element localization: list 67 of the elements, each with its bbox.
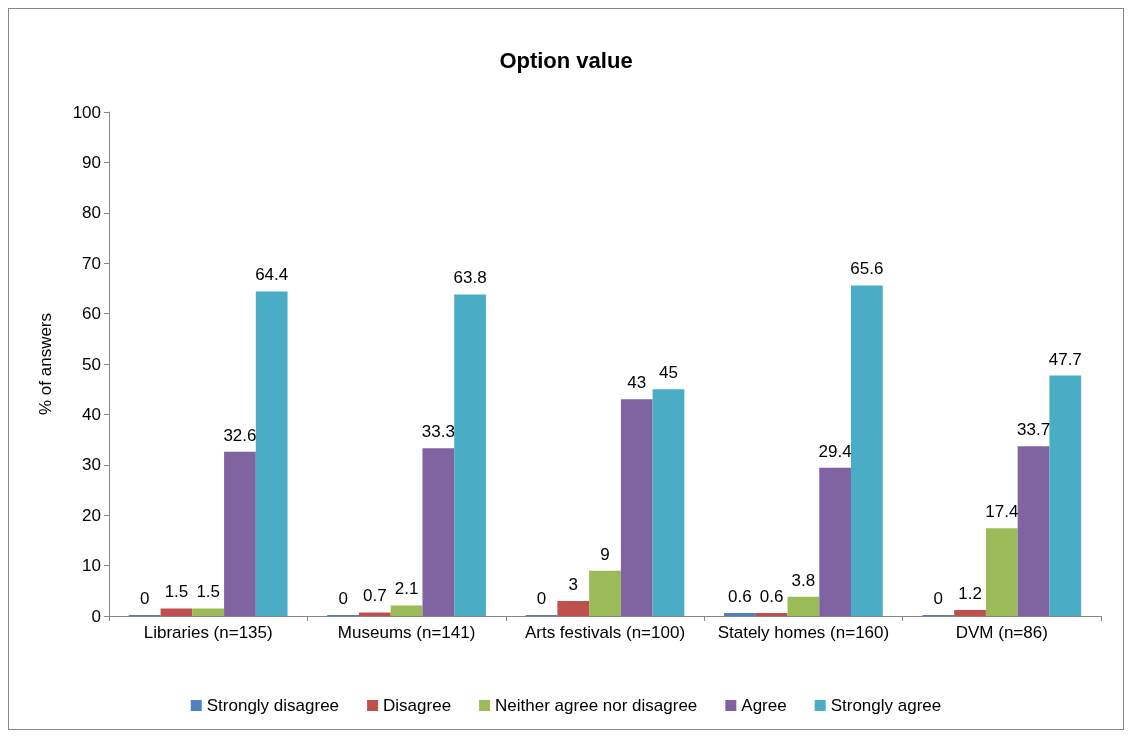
data-label: 63.8 bbox=[453, 268, 487, 288]
data-label: 2.1 bbox=[394, 579, 419, 599]
bar bbox=[652, 389, 685, 616]
bar bbox=[454, 294, 486, 616]
bar bbox=[1049, 375, 1082, 616]
data-label: 1.2 bbox=[958, 583, 982, 603]
data-label: 0 bbox=[139, 589, 150, 608]
data-label: 17.4 bbox=[985, 502, 1019, 522]
y-tick-label: 80 bbox=[82, 203, 101, 223]
data-label: 32.6 bbox=[223, 425, 257, 445]
bar bbox=[787, 596, 820, 616]
bar bbox=[620, 399, 653, 616]
bar bbox=[255, 291, 288, 616]
bar bbox=[422, 448, 455, 616]
legend-label: Strongly disagree bbox=[206, 696, 340, 715]
data-label: 3.8 bbox=[791, 570, 816, 590]
data-label: 1.5 bbox=[164, 582, 189, 602]
bar bbox=[192, 608, 225, 616]
y-tick-label: 10 bbox=[82, 556, 101, 576]
legend-label: Disagree bbox=[383, 696, 452, 715]
data-label: 33.7 bbox=[1017, 420, 1051, 440]
data-label: 64.4 bbox=[255, 265, 289, 285]
bar bbox=[755, 612, 788, 616]
chart-title: Option value bbox=[499, 47, 633, 73]
bar bbox=[358, 612, 391, 616]
x-tick-label: Stately homes (n=160) bbox=[717, 623, 890, 642]
y-tick-label: 30 bbox=[82, 455, 101, 475]
bar bbox=[589, 570, 621, 616]
x-tick-label: Museums (n=141) bbox=[337, 623, 476, 642]
bar bbox=[724, 612, 756, 616]
y-tick-label: 20 bbox=[82, 505, 101, 525]
y-tick-label: 100 bbox=[72, 102, 101, 122]
data-label: 3 bbox=[568, 574, 578, 594]
data-label: 45 bbox=[659, 363, 678, 383]
y-tick-label: 40 bbox=[82, 404, 101, 424]
bar bbox=[819, 467, 852, 616]
y-tick-label: 70 bbox=[82, 253, 101, 273]
bar bbox=[1017, 446, 1050, 616]
x-tick-label: Arts festivals (n=100) bbox=[524, 623, 686, 642]
data-label: 0 bbox=[536, 589, 547, 608]
data-label: 1.5 bbox=[196, 582, 221, 602]
bar bbox=[954, 609, 986, 616]
y-tick-label: 50 bbox=[82, 354, 101, 374]
legend-label: Agree bbox=[741, 696, 787, 715]
y-axis-title: % of answers bbox=[36, 312, 55, 416]
x-tick-label: Libraries (n=135) bbox=[143, 623, 273, 642]
y-tick-label: 0 bbox=[91, 606, 101, 626]
data-label: 65.6 bbox=[850, 259, 884, 279]
bar bbox=[985, 528, 1018, 616]
legend-label: Strongly agree bbox=[830, 696, 942, 715]
data-label: 0 bbox=[338, 589, 348, 608]
bar bbox=[224, 451, 256, 616]
bar bbox=[851, 285, 883, 616]
y-tick-label: 90 bbox=[82, 152, 101, 172]
data-label: 47.7 bbox=[1048, 349, 1082, 369]
data-label: 0.7 bbox=[363, 586, 387, 606]
data-label: 0 bbox=[933, 589, 944, 608]
data-label: 9 bbox=[600, 544, 610, 564]
bar bbox=[160, 608, 193, 616]
data-label: 0.6 bbox=[759, 586, 784, 606]
data-label: 0.6 bbox=[728, 586, 752, 606]
data-label: 43 bbox=[627, 373, 647, 393]
x-tick-label: DVM (n=86) bbox=[955, 623, 1048, 642]
bar bbox=[390, 605, 423, 616]
legend-label: Neither agree nor disagree bbox=[495, 696, 698, 715]
bar bbox=[557, 600, 590, 616]
y-tick-label: 60 bbox=[82, 304, 101, 324]
